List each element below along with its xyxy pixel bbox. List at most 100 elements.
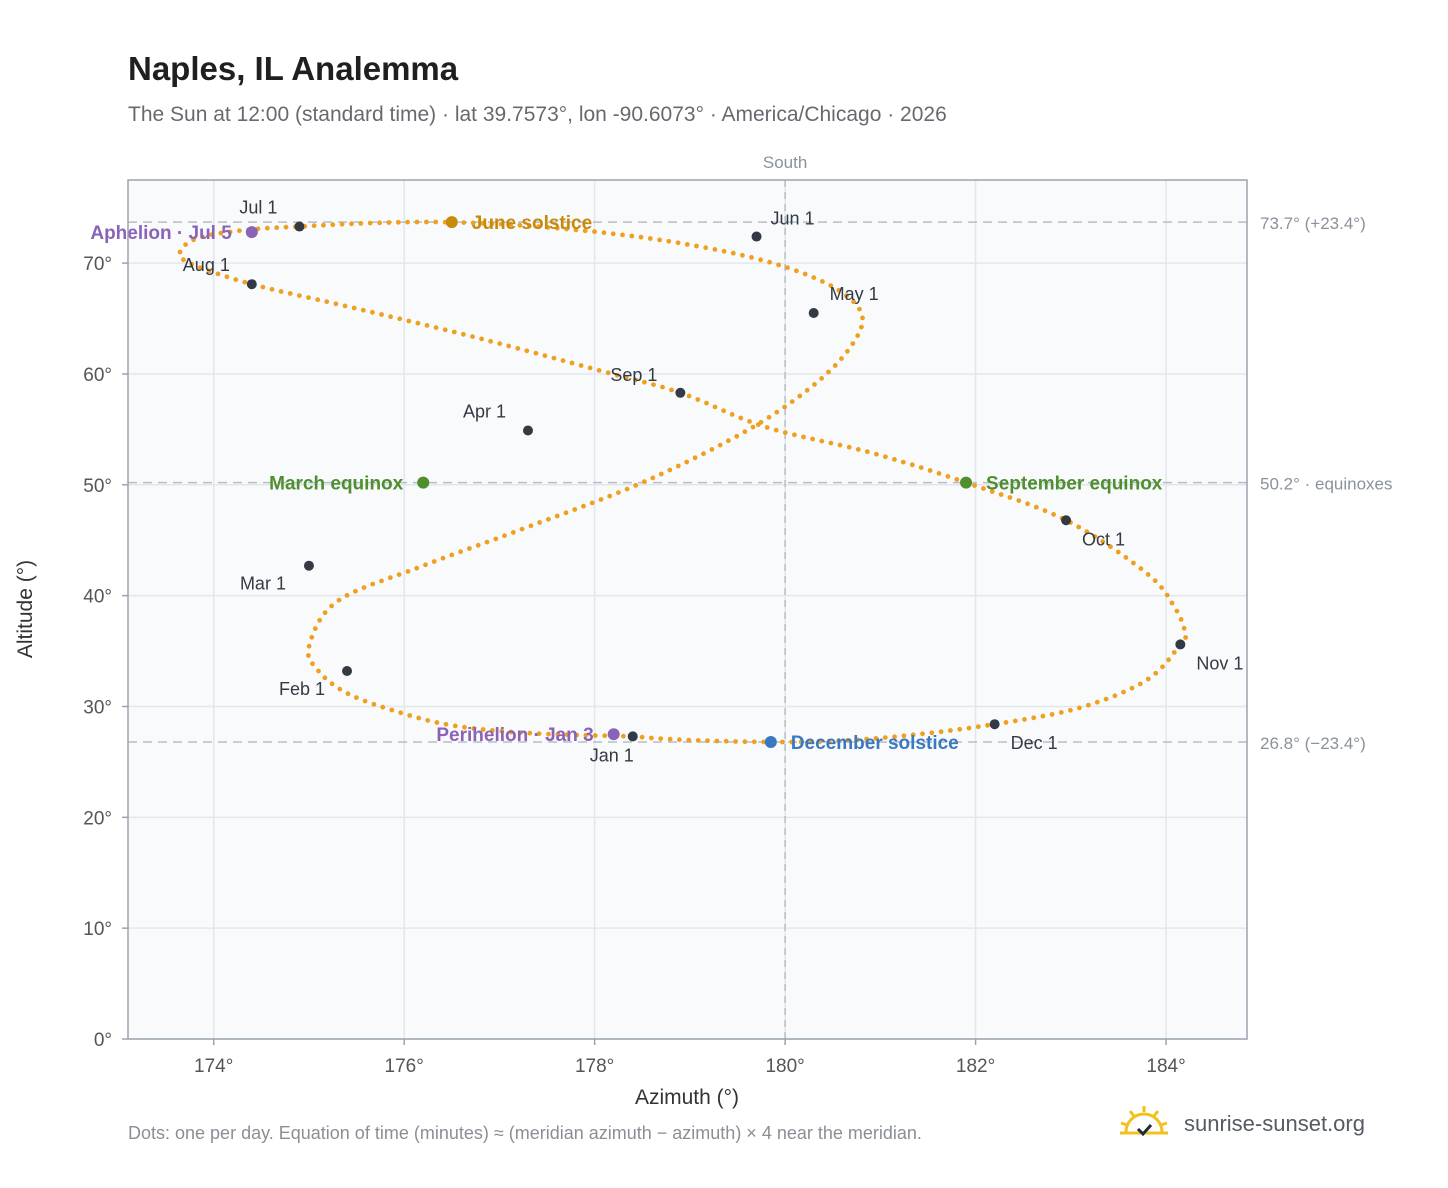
- month-marker-label: Oct 1: [1082, 529, 1125, 549]
- month-marker: [1061, 515, 1072, 526]
- daily-sun-dot: [554, 225, 560, 231]
- daily-sun-dot: [344, 593, 350, 598]
- month-marker-label: Sep 1: [610, 365, 657, 385]
- daily-sun-dot: [1174, 608, 1180, 614]
- daily-sun-dot: [733, 739, 738, 744]
- daily-sun-dot: [592, 733, 598, 738]
- daily-sun-dot: [810, 436, 815, 442]
- daily-sun-dot: [189, 261, 195, 267]
- daily-sun-dot: [764, 425, 770, 430]
- daily-sun-dot: [274, 225, 280, 231]
- daily-sun-dot: [972, 483, 977, 488]
- daily-sun-dot: [975, 724, 981, 730]
- daily-sun-dot: [317, 617, 323, 623]
- x-tick-label: 174°: [194, 1056, 233, 1077]
- daily-sun-dot: [471, 726, 477, 731]
- event-label: June solstice: [472, 213, 592, 234]
- y-tick-label: 60°: [83, 365, 112, 386]
- daily-sun-dot: [218, 230, 224, 236]
- daily-sun-dot: [721, 408, 726, 414]
- daily-sun-dot: [721, 248, 727, 254]
- daily-sun-dot: [1178, 617, 1184, 622]
- daily-sun-dot: [443, 721, 449, 727]
- daily-sun-dot: [641, 479, 647, 485]
- daily-sun-dot: [695, 738, 701, 743]
- daily-sun-dot: [342, 303, 348, 309]
- daily-sun-dot: [989, 489, 995, 494]
- daily-sun-dot: [747, 419, 752, 424]
- daily-sun-dot: [758, 257, 763, 263]
- daily-sun-dot: [502, 533, 507, 539]
- y-axis-label: Altitude (°): [14, 560, 37, 658]
- daily-sun-dot: [647, 236, 653, 241]
- daily-sun-dot: [488, 338, 493, 344]
- brand-link[interactable]: sunrise-sunset.org: [1184, 1111, 1365, 1136]
- daily-sun-dot: [224, 274, 230, 280]
- daily-sun-dot: [589, 500, 595, 506]
- brand[interactable]: sunrise-sunset.org: [1118, 1100, 1365, 1148]
- daily-sun-dot: [395, 219, 401, 225]
- x-tick-label: 182°: [956, 1056, 995, 1077]
- daily-sun-dot: [621, 733, 626, 739]
- daily-sun-dot: [306, 653, 311, 658]
- month-marker: [675, 387, 686, 398]
- daily-sun-dot: [324, 299, 330, 305]
- daily-sun-dot: [215, 271, 221, 277]
- daily-sun-dot: [414, 565, 420, 571]
- daily-sun-dot: [742, 429, 748, 435]
- daily-sun-dot: [414, 219, 420, 225]
- daily-sun-dot: [802, 271, 808, 277]
- daily-sun-dot: [434, 720, 440, 725]
- month-marker-label: Jul 1: [239, 198, 277, 218]
- daily-sun-dot: [554, 513, 560, 519]
- daily-sun-dot: [569, 360, 575, 366]
- daily-sun-dot: [362, 698, 368, 704]
- daily-sun-dot: [462, 724, 467, 730]
- daily-sun-dot: [792, 432, 797, 438]
- daily-sun-dot: [761, 739, 767, 745]
- daily-sun-dot: [909, 462, 915, 468]
- daily-sun-dot: [684, 242, 690, 247]
- daily-sun-dot: [864, 449, 870, 455]
- daily-sun-dot: [836, 738, 841, 744]
- daily-sun-dot: [712, 404, 718, 410]
- daily-sun-dot: [1076, 524, 1082, 530]
- daily-sun-dot: [755, 422, 761, 427]
- x-tick-label: 180°: [765, 1056, 804, 1077]
- daily-sun-dot: [415, 320, 421, 326]
- daily-sun-dot: [555, 732, 561, 737]
- daily-sun-dot: [734, 433, 740, 439]
- daily-sun-dot: [546, 516, 551, 522]
- daily-sun-dot: [846, 444, 852, 450]
- daily-sun-dot: [602, 733, 608, 739]
- plot-area: [128, 180, 1247, 1039]
- daily-sun-dot: [467, 546, 472, 551]
- daily-sun-dot: [406, 318, 412, 324]
- daily-sun-dot: [546, 731, 551, 737]
- event-markers: June solstice March equinox September equi…: [90, 213, 1162, 754]
- month-marker: [303, 560, 314, 571]
- daily-sun-dot: [499, 728, 505, 734]
- daily-sun-dot: [837, 442, 843, 448]
- daily-sun-dot: [730, 250, 736, 256]
- daily-sun-dot: [536, 731, 542, 737]
- daily-sun-dot: [537, 520, 542, 525]
- daily-sun-dot: [425, 718, 431, 723]
- daily-sun-dot: [278, 289, 284, 294]
- daily-sun-dot: [666, 238, 672, 244]
- daily-sun-dot: [794, 268, 799, 274]
- daily-sun-dot: [316, 668, 321, 674]
- daily-sun-dot: [729, 412, 735, 417]
- daily-sun-dot: [1169, 600, 1175, 606]
- daily-sun-dot: [776, 262, 781, 268]
- daily-sun-dot: [237, 228, 242, 234]
- daily-sun-dot: [386, 220, 392, 225]
- daily-sun-dot: [380, 704, 386, 710]
- daily-sun-dot: [297, 293, 302, 298]
- daily-sun-dot: [981, 486, 986, 491]
- daily-sun-dot: [533, 350, 539, 356]
- daily-sun-dot: [726, 438, 731, 444]
- daily-sun-dot: [321, 222, 326, 228]
- daily-sun-dot: [367, 220, 373, 226]
